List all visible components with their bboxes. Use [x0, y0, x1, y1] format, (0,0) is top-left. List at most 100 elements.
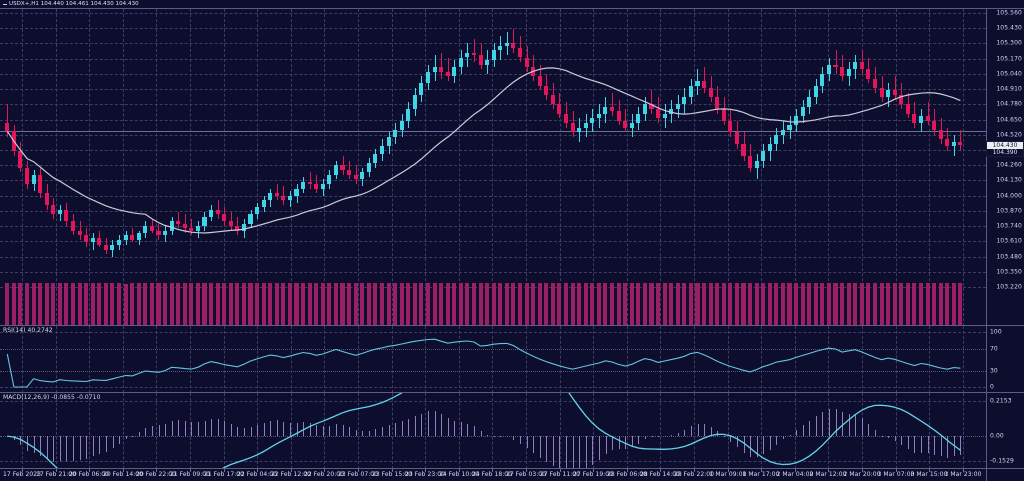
gridline-horizontal: [0, 150, 986, 151]
candle-body: [945, 139, 950, 147]
volume-bar: [787, 283, 792, 325]
time-axis-label: 27 Feb 19:00: [572, 471, 614, 478]
macd-hist-bar: [388, 425, 390, 436]
gridline-vertical: [660, 326, 661, 392]
rsi-level-line: [0, 348, 986, 350]
candle-body: [215, 209, 220, 215]
volume-bar: [708, 283, 713, 325]
time-axis-label: 3 Mar 23:00: [944, 471, 982, 478]
time-axis-tick: [22, 469, 23, 472]
candle-body: [859, 62, 864, 70]
candle-body: [373, 153, 378, 163]
price-axis-tick: 104.910: [996, 85, 1022, 93]
volume-bar: [603, 283, 608, 325]
volume-bar: [143, 283, 148, 325]
gridline-vertical: [963, 326, 964, 392]
volume-bar: [314, 283, 319, 325]
volume-bar: [610, 283, 615, 325]
gridline-vertical: [358, 9, 359, 325]
gridline-vertical: [795, 9, 796, 325]
collapse-icon[interactable]: [3, 3, 7, 5]
volume-bar: [77, 283, 82, 325]
gridline-horizontal: [0, 180, 986, 182]
volume-bar: [439, 283, 444, 325]
volume-bar: [189, 283, 194, 325]
candle-body: [938, 130, 943, 140]
macd-hist-bar: [776, 436, 778, 445]
candle-body: [241, 223, 246, 231]
macd-hist-bar: [513, 436, 515, 440]
candle-body: [412, 94, 417, 110]
time-axis-tick: [190, 469, 191, 472]
gridline-vertical: [123, 393, 124, 468]
volume-bar: [353, 283, 358, 325]
time-axis-label: 1 Mar 09:00: [709, 471, 747, 478]
price-plot-area[interactable]: [0, 9, 986, 325]
candle-wick: [191, 219, 193, 236]
macd-hist-bar: [671, 434, 673, 437]
candle-body: [333, 165, 338, 175]
time-axis-tick: [795, 469, 796, 472]
time-axis-tick: [660, 469, 661, 472]
price-axis-tick: 103.870: [996, 207, 1022, 215]
gridline-vertical: [526, 9, 527, 325]
rsi-axis[interactable]: 100 70 30 0: [986, 326, 1024, 392]
volume-bar: [511, 283, 516, 325]
candle-body: [268, 193, 273, 201]
candle-body: [892, 90, 897, 95]
candle-wick: [704, 66, 706, 93]
gridline-vertical: [56, 393, 57, 468]
volume-bar: [386, 283, 391, 325]
volume-bar: [156, 283, 161, 325]
candle-body: [517, 48, 523, 58]
candle-body: [787, 125, 792, 131]
gridline-horizontal: [0, 271, 986, 273]
volume-bar: [820, 283, 825, 325]
candle-body: [563, 113, 569, 124]
gridline-vertical: [862, 326, 863, 392]
gridline-vertical: [728, 326, 729, 392]
candle-body: [110, 244, 115, 250]
macd-hist-bar: [566, 436, 567, 468]
volume-bar: [754, 283, 759, 325]
time-axis[interactable]: 17 Feb 2023 17 Feb 21:00 20 Feb 06:00 20 Fe…: [0, 468, 1024, 481]
time-axis-label: 21 Feb 09:00: [169, 471, 211, 478]
candle-body: [399, 120, 404, 131]
rsi-plot-area[interactable]: [0, 326, 986, 392]
macd-hist-bar: [684, 430, 686, 437]
macd-hist-bar: [355, 430, 357, 437]
macd-hist-bar: [730, 436, 732, 442]
price-axis[interactable]: 105.560 105.430 105.300 105.170 105.040 104.9…: [986, 9, 1024, 325]
time-axis-tick: [324, 469, 325, 472]
gridline-vertical: [425, 393, 426, 468]
macd-plot-area[interactable]: [0, 393, 986, 468]
gridline-vertical: [89, 326, 90, 392]
candle-body: [465, 52, 470, 58]
volume-bar: [557, 283, 562, 325]
macd-hist-bar: [368, 430, 370, 437]
volume-bar: [393, 283, 398, 325]
macd-axis[interactable]: 0.2153 0.00 -0.1529: [986, 393, 1024, 468]
time-axis-label: 21 Feb 17:00: [203, 471, 245, 478]
volume-bar: [333, 283, 338, 325]
volume-bar: [813, 283, 818, 325]
macd-axis-tick: -0.1529: [990, 457, 1014, 465]
time-axis-tick: [560, 469, 561, 472]
macd-level-line: [0, 436, 986, 438]
macd-hist-bar: [132, 435, 134, 437]
rsi-panel[interactable]: RSI(14) 40.2742 100 70 30 0: [0, 325, 1024, 392]
macd-axis-tick: 0.00: [990, 432, 1004, 440]
candle-body: [163, 230, 168, 236]
candle-body: [596, 113, 601, 119]
time-axis-tick: [896, 469, 897, 472]
price-panel[interactable]: 105.560 105.430 105.300 105.170 105.040 104.9…: [0, 8, 1024, 325]
gridline-vertical: [896, 326, 897, 392]
candle-body: [570, 123, 575, 133]
candle-wick: [835, 50, 837, 74]
volume-bar: [38, 283, 43, 325]
time-axis-tick: [459, 469, 460, 472]
gridline-vertical: [694, 326, 695, 392]
volume-bar: [616, 283, 621, 325]
macd-hist-bar: [572, 436, 574, 468]
macd-panel[interactable]: MACD(12,26,9) -0.0855 -0.0710 0.2153 0.00…: [0, 392, 1024, 468]
